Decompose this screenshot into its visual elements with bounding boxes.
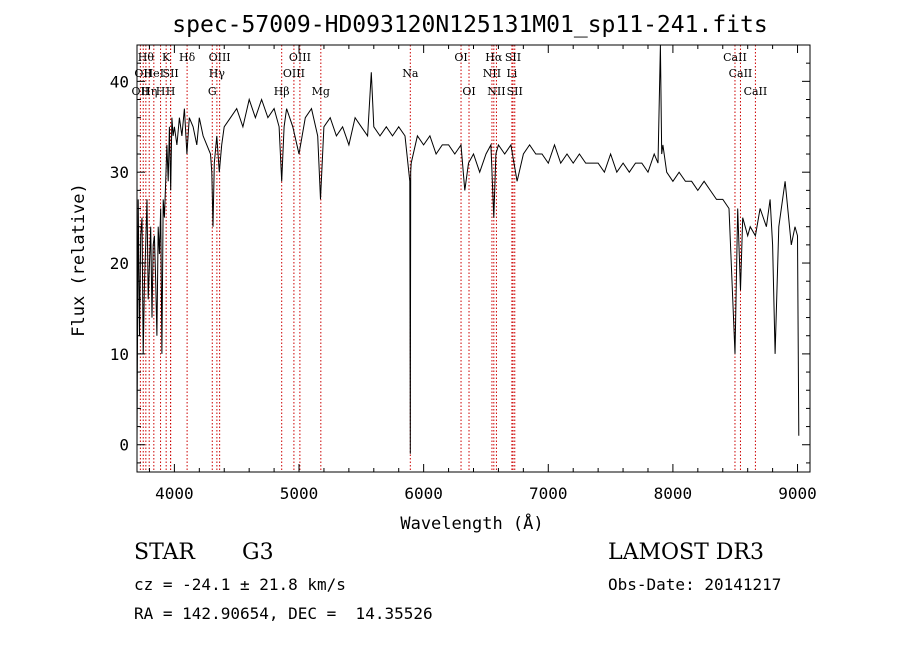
spectral-line-labels: OIIOIIHθHηHeIHKHSIIHδGHγOIIIHβOIIIOIIIMg… [132, 51, 768, 98]
spectral-line-label: Na [402, 67, 419, 80]
plot-frame [136, 44, 811, 473]
spectral-line-label: OII [132, 85, 150, 98]
spectral-line-label: NII [487, 85, 505, 98]
spectral-line-label: K [162, 51, 171, 64]
spectral-line-label: CaII [723, 51, 747, 64]
spectral-line-label: OI [462, 85, 475, 98]
y-tick-label: 0 [119, 436, 129, 455]
spectral-line-label: SII [163, 67, 179, 80]
spectral-line-label: CaII [744, 85, 768, 98]
x-tick-label: 9000 [778, 484, 817, 503]
y-tick-label: 30 [110, 163, 129, 182]
spectral-line-label: HeI [144, 67, 164, 80]
spectral-line-label: Mg [312, 85, 330, 98]
spectral-line-label: OI [454, 51, 467, 64]
x-axis: 4000 5000 6000 7000 8000 9000 [148, 45, 817, 503]
y-tick-label: 40 [110, 72, 129, 91]
y-tick-label: 10 [110, 345, 129, 364]
x-tick-label: 8000 [654, 484, 693, 503]
survey-name: LAMOST DR3 [608, 540, 764, 565]
x-tick-label: 7000 [529, 484, 568, 503]
x-tick-label: 6000 [404, 484, 443, 503]
x-axis-label: Wavelength (Å) [400, 512, 543, 534]
y-axis-label: Flux (relative) [69, 183, 89, 337]
spectral-line-label: OIII [283, 67, 305, 80]
spectral-line-label: H [166, 85, 176, 98]
spectral-line-label: OII [134, 67, 152, 80]
spectral-line-label: NII [483, 67, 501, 80]
chart-title: spec-57009-HD093120N125131M01_sp11-241.f… [172, 12, 767, 38]
spectral-line-label: SII [507, 85, 523, 98]
redshift-velocity: cz = -24.1 ± 21.8 km/s [134, 575, 346, 594]
spectral-line-label: OIII [209, 51, 231, 64]
spectral-line-label: Li [506, 67, 517, 80]
spectral-line-label: CaII [729, 67, 753, 80]
x-tick-label: 5000 [280, 484, 319, 503]
spectral-line-label: OIII [289, 51, 311, 64]
object-class: STAR [134, 540, 195, 565]
spectrum-line [136, 44, 800, 454]
spectral-line-label: G [208, 85, 217, 98]
observation-date: Obs-Date: 20141217 [608, 575, 782, 594]
spectral-line-label: SII [505, 51, 521, 64]
spectral-line-label: Hδ [179, 51, 196, 64]
coordinates: RA = 142.90654, DEC = 14.35526 [134, 604, 433, 623]
x-tick-label: 4000 [155, 484, 194, 503]
spectral-line-label: Hβ [274, 85, 290, 98]
spectral-line-markers [139, 45, 756, 472]
spectral-line-label: Hγ [209, 67, 226, 80]
spectral-line-label: Hη [141, 85, 157, 98]
y-axis: 0 10 20 30 40 [110, 44, 810, 464]
y-tick-label: 20 [110, 254, 129, 273]
spectral-line-label: Hα [485, 51, 503, 64]
spectral-line-label: Hθ [138, 51, 155, 64]
spectral-line-label: H [156, 85, 166, 98]
object-subclass: G3 [242, 540, 274, 565]
